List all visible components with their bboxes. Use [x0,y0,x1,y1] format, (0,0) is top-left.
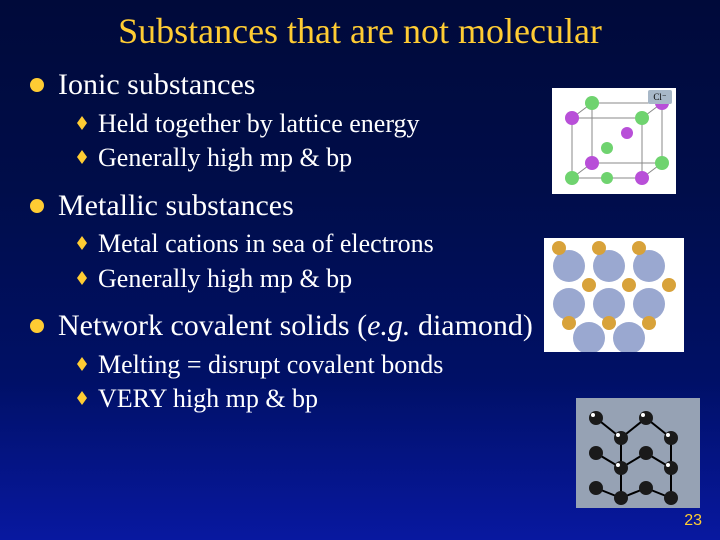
diamond-bullet-icon [76,355,88,373]
slide-title: Substances that are not molecular [30,10,690,52]
diamond-bullet-icon [76,148,88,166]
page-number: 23 [684,512,702,530]
sub-item-text: Held together by lattice energy [98,108,420,141]
sub-item-text: Generally high mp & bp [98,263,352,296]
figure-ionic-lattice: Cl⁻ [552,88,676,194]
sub-item-text: Generally high mp & bp [98,142,352,175]
sub-item-text: Melting = disrupt covalent bonds [98,349,443,382]
heading-em: e.g. [367,309,410,342]
list-item: Melting = disrupt covalent bonds [76,349,690,382]
sub-item-text: VERY high mp & bp [98,383,318,416]
heading-pre: Network covalent solids ( [58,309,367,342]
figure-metallic-sea [544,238,684,352]
section-heading: Metallic substances [58,187,294,225]
section-heading: Network covalent solids (e.g. diamond) [58,307,533,345]
diamond-bullet-icon [76,389,88,407]
sub-item-text: Metal cations in sea of electrons [98,228,434,261]
svg-text:Cl⁻: Cl⁻ [653,92,667,102]
bullet-icon [30,78,44,92]
diamond-bullet-icon [76,269,88,287]
figure-diamond-network [576,398,700,508]
bullet-icon [30,199,44,213]
diamond-bullet-icon [76,234,88,252]
diamond-bullet-icon [76,114,88,132]
slide: Substances that are not molecular Ionic … [0,0,720,540]
section-heading: Ionic substances [58,66,255,104]
bullet-icon [30,319,44,333]
heading-post: diamond) [410,309,532,342]
